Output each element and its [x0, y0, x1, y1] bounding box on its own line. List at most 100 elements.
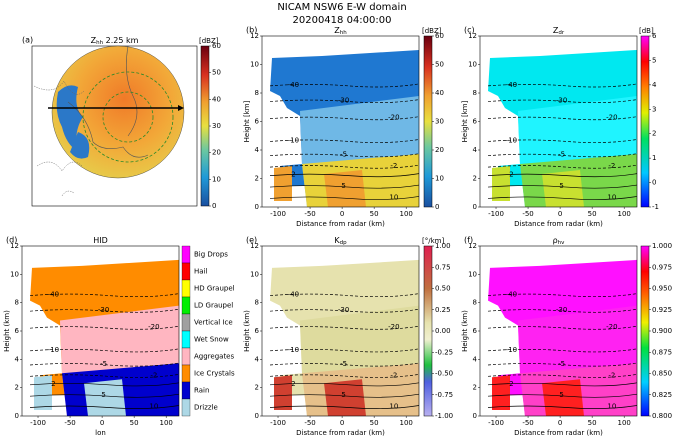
field: [270, 259, 419, 416]
y-tick-label: 8: [473, 299, 477, 307]
x-tick-label: 0: [340, 210, 344, 218]
panel-title: Kdp: [334, 236, 347, 246]
range-ring: [82, 71, 174, 163]
legend-label: Vertical Ice: [194, 319, 233, 327]
colorbar-tick-label: 1: [652, 154, 656, 162]
panel-label: (b): [246, 26, 257, 35]
x-tick-label: 0: [558, 419, 562, 427]
y-tick-label: 10: [10, 270, 19, 278]
legend-swatch: [181, 381, 191, 400]
panel-label: (e): [246, 236, 257, 245]
x-tick-label: -100: [488, 419, 504, 427]
coastline: [67, 45, 149, 158]
field-region: [274, 166, 292, 201]
isotherm: [269, 405, 420, 409]
colorbar-unit: [dBZ]: [199, 37, 219, 45]
isotherm-label: 5: [101, 391, 105, 399]
isotherm-label: -20: [148, 323, 159, 331]
isotherm-label: -20: [606, 114, 617, 122]
colorbar-tick-label: 10: [435, 175, 444, 183]
panel-title: Zhh: [334, 26, 347, 36]
isotherm-label: 2: [291, 380, 295, 388]
low-echo: [70, 132, 90, 159]
y-tick-label: 0: [473, 412, 477, 420]
legend-swatch: [181, 330, 191, 349]
colorbar-tick-label: 0.950: [652, 285, 672, 293]
panel-title: HID: [93, 236, 108, 245]
x-tick-label: -100: [270, 210, 286, 218]
legend-label: Hail: [194, 268, 207, 276]
title-text: HID: [93, 236, 108, 245]
figure-title: NICAM NSW6 E-W domain: [277, 2, 406, 13]
isotherm-label: -20: [606, 323, 617, 331]
x-tick-label: -100: [270, 419, 286, 427]
panel-label: (d): [6, 236, 17, 245]
isotherm-label: -5: [340, 360, 347, 368]
isotherm-label: -10: [506, 346, 517, 354]
y-tick-label: 10: [468, 270, 477, 278]
legend-label: Aggregates: [194, 353, 234, 361]
isotherm: [487, 393, 638, 398]
x-tick-label: -50: [522, 210, 533, 218]
y-tick-label: 12: [250, 242, 259, 250]
isotherm: [487, 173, 638, 178]
y-tick-label: 8: [15, 299, 19, 307]
colorbar-tick-label: 50: [435, 61, 444, 69]
field: [488, 50, 637, 207]
isotherm-label: -40: [288, 81, 299, 89]
legend-swatch: [181, 313, 191, 332]
y-tick-label: 2: [255, 175, 259, 183]
colorbar-tick-label: 3: [652, 105, 656, 113]
legend-label: Ice Crystals: [194, 370, 235, 378]
colorbar-tick-label: 0.925: [652, 306, 672, 314]
y-tick-label: 8: [255, 89, 259, 97]
panel-label: (a): [22, 36, 33, 45]
colorbar-tick-label: -0.50: [435, 370, 453, 378]
y-tick-label: 6: [473, 327, 478, 335]
title-rest: 2.25 km: [103, 36, 139, 45]
y-tick-label: 10: [468, 61, 477, 69]
field-region: [492, 166, 510, 201]
isotherm: [269, 196, 420, 200]
field: [488, 259, 637, 416]
colorbar-tick-label: 40: [212, 95, 221, 103]
isotherm-label: -2: [608, 162, 615, 170]
y-tick-label: 12: [10, 242, 19, 250]
isotherm-label: -40: [48, 291, 59, 299]
isotherm: [487, 405, 638, 409]
isotherm-label: -10: [506, 136, 517, 144]
isotherm-label: -40: [506, 81, 517, 89]
isotherm: [269, 393, 420, 398]
field-region: [492, 375, 510, 411]
colorbar-tick-label: -1: [652, 203, 659, 211]
field-region: [34, 375, 52, 411]
colorbar-tick-label: 50: [212, 69, 221, 77]
field-region: [274, 375, 292, 411]
colorbar-tick-label: 1.00: [435, 242, 451, 250]
isotherm-label: -2: [390, 162, 397, 170]
y-tick-label: 0: [255, 412, 259, 420]
isotherm-label: -2: [390, 371, 397, 379]
y-tick-label: 12: [468, 242, 477, 250]
isotherm-label: 5: [559, 391, 563, 399]
isotherm: [29, 405, 180, 409]
y-tick-label: 12: [468, 32, 477, 40]
x-tick-label: -50: [304, 210, 315, 218]
y-tick-label: 6: [15, 327, 20, 335]
isotherm-label: -20: [388, 323, 399, 331]
colorbar-tick-label: 5: [652, 56, 656, 64]
isotherm-label: -30: [338, 306, 349, 314]
colorbar-tick-label: 60: [212, 42, 221, 50]
isotherm-label: -30: [98, 306, 109, 314]
colorbar-tick-label: 30: [212, 122, 221, 130]
title-subscript: dr: [558, 30, 564, 36]
legend-swatch: [181, 245, 191, 264]
colorbar-tick-label: 0.900: [652, 327, 672, 335]
field: [30, 259, 179, 416]
colorbar-tick-label: 0: [435, 203, 439, 211]
x-tick-label: -100: [488, 210, 504, 218]
isotherm-label: 5: [341, 391, 345, 399]
y-tick-label: 4: [473, 355, 478, 363]
isotherm-label: -5: [340, 151, 347, 159]
